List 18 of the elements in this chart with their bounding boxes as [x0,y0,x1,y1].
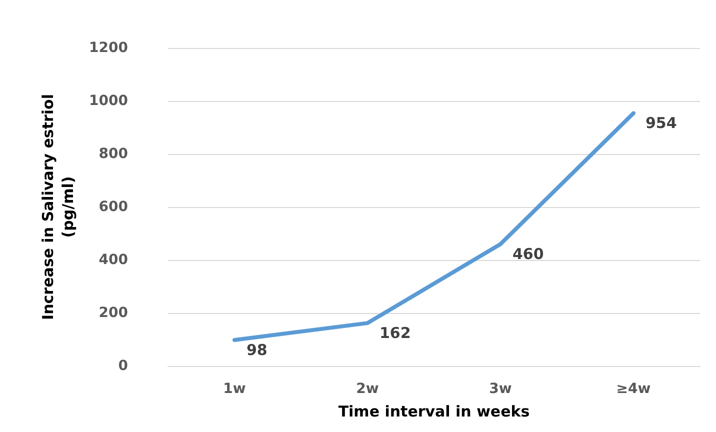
y-tick-label: 600 [98,199,128,215]
data-label: 954 [646,114,677,132]
x-axis-title: Time interval in weeks [338,402,530,420]
y-tick-label: 200 [98,305,128,321]
line-series [232,111,636,342]
y-tick-label: 1200 [89,40,128,56]
y-tick-label: 1000 [89,93,128,109]
y-tick-label: 800 [98,146,128,162]
x-tick-label: 3w [489,381,512,397]
x-tick-label: 2w [356,381,379,397]
y-axis-title: Increase in Salivary estriol (pg/ml) [39,94,78,320]
data-label: 460 [512,245,544,264]
data-label: 98 [246,341,268,360]
x-tick-label: 1w [223,381,246,397]
data-label: 162 [380,324,411,342]
y-tick-label: 400 [98,252,128,268]
x-tick-label: ≥4w [616,381,651,397]
y-tick-label: 0 [118,358,128,374]
